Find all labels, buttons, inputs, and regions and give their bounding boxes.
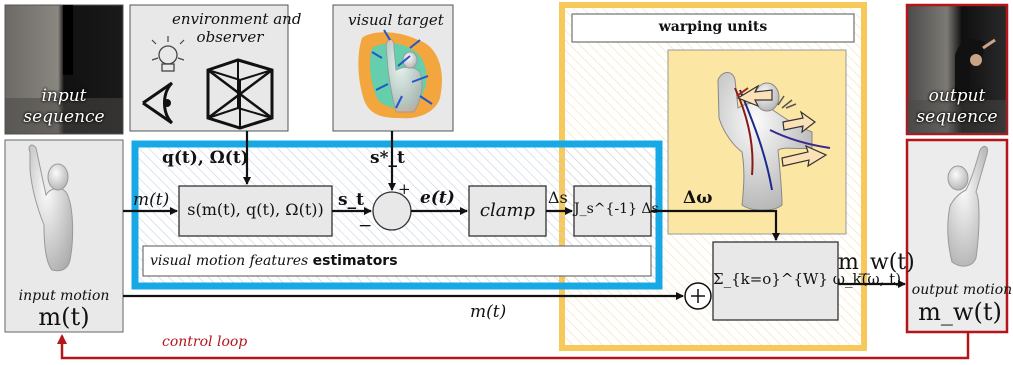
weighted-sum-block <box>712 241 839 321</box>
signal-arrows <box>123 131 906 300</box>
output-motion-figure <box>905 138 1009 334</box>
delta-omega-label: Δω <box>683 188 713 208</box>
input-motion-figure <box>4 139 124 333</box>
control-loop-path <box>57 332 970 360</box>
warping-body-illustration <box>717 72 831 211</box>
control-loop-label: control loop <box>162 334 248 350</box>
input-sequence-image <box>4 4 124 135</box>
e-t-label: e(t) <box>420 188 455 208</box>
light-bulb-icon <box>151 36 185 72</box>
clamp-label: clamp <box>479 200 536 221</box>
eye-icon <box>142 81 174 125</box>
environment-observer-box <box>129 4 289 132</box>
jacobian-label: J_s^{-1} Δs <box>574 201 659 217</box>
output-sequence-image <box>905 3 1009 136</box>
visual-target-box <box>332 4 454 132</box>
minus-sign: − <box>358 216 373 236</box>
estimators-label: visual motion features estimators <box>150 253 398 269</box>
input-motion-symbol: m(t) <box>38 303 90 331</box>
jacobian-block <box>573 185 652 237</box>
input-motion-caption: input motion <box>18 288 110 304</box>
output-motion-symbol: m_w(t) <box>918 298 1002 326</box>
plus-sign: + <box>398 180 411 198</box>
m-w-t-label: m_w(t) <box>838 250 915 275</box>
delta-s-label: Δs <box>548 188 568 207</box>
q-omega-label: q(t), Ω(t) <box>162 148 249 168</box>
estimator-function-label: s(m(t), q(t), Ω(t)) <box>187 200 324 219</box>
visual-target-title: visual target <box>348 11 444 29</box>
output-sequence-caption: output sequence <box>916 86 998 127</box>
environment-title: environment and observer <box>172 10 302 46</box>
sum-formula-label: Σ_{k=o}^{W} ω_k(ω, t) <box>713 270 902 288</box>
m-t-input-label: m(t) <box>133 190 170 210</box>
s-t-label: s_t <box>338 190 364 210</box>
warping-units-title: warping units <box>658 19 768 35</box>
m-t-bottom-label: m(t) <box>470 302 507 322</box>
cube-icon <box>206 58 274 130</box>
s-star-label: s*_t <box>370 148 405 168</box>
adder-node <box>684 282 712 310</box>
output-motion-caption: output motion <box>911 282 1013 298</box>
input-sequence-caption: input sequence <box>23 86 105 127</box>
